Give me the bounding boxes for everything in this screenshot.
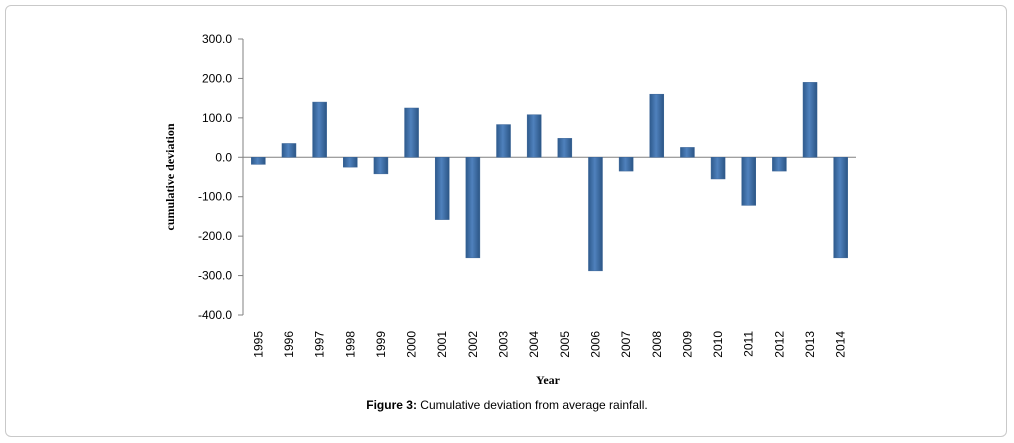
- x-tick-label: 2007: [619, 331, 633, 358]
- x-tick-label: 1999: [374, 331, 388, 358]
- figure-caption: Figure 3: Cumulative deviation from aver…: [0, 398, 1014, 412]
- bar: [434, 157, 450, 220]
- bar: [588, 157, 603, 272]
- bar: [772, 157, 787, 172]
- y-tick-label: -100.0: [198, 190, 232, 204]
- bar: [710, 157, 726, 180]
- y-tick-label: 0.0: [215, 150, 232, 164]
- bar: [802, 82, 818, 158]
- caption-label: Figure 3:: [366, 398, 417, 412]
- x-tick-labels: 1995 1996 1997 1998 1999 2000 2001 2002 2003 2004…: [251, 331, 847, 358]
- bar: [251, 157, 266, 165]
- x-axis-title: Year: [536, 373, 561, 387]
- x-tick-label: 1997: [313, 331, 327, 358]
- x-tick-label: 2013: [803, 331, 817, 358]
- y-tick-label: -300.0: [198, 269, 232, 283]
- y-tick-label: -400.0: [198, 308, 232, 322]
- bar: [741, 157, 756, 206]
- y-tick-label: 300.0: [202, 32, 232, 46]
- x-tick-label: 2005: [558, 331, 572, 358]
- bar: [404, 107, 419, 158]
- x-tick-label: 1998: [343, 331, 357, 358]
- bar: [312, 101, 327, 158]
- x-tick-label: 2001: [435, 331, 449, 358]
- x-tick-label: 2000: [405, 331, 419, 358]
- caption-text: Cumulative deviation from average rainfa…: [416, 398, 648, 412]
- y-tick-label: -200.0: [198, 229, 232, 243]
- bar: [496, 124, 511, 158]
- x-tick-label: 2006: [588, 331, 602, 358]
- x-tick-label: 2008: [650, 331, 664, 358]
- bar: [526, 114, 542, 158]
- y-axis-title: cumulative deviation: [163, 123, 177, 230]
- chart-bars: [251, 82, 848, 272]
- bar: [373, 157, 389, 175]
- bar: [557, 138, 573, 158]
- bar: [465, 157, 481, 259]
- x-tick-label: 2010: [711, 331, 725, 358]
- bar: [618, 157, 634, 172]
- y-tick-label: 200.0: [202, 71, 232, 85]
- chart-axes: [238, 38, 856, 316]
- y-tick-labels: 300.0 200.0 100.0 0.0 -100.0 -200.0 -300.0 -400…: [198, 32, 232, 322]
- bar: [343, 157, 358, 168]
- x-tick-label: 1995: [251, 331, 265, 358]
- x-tick-label: 2014: [834, 331, 848, 358]
- x-tick-label: 2009: [680, 331, 694, 358]
- x-tick-label: 2004: [527, 331, 541, 358]
- y-tick-label: 100.0: [202, 111, 232, 125]
- bar: [833, 157, 848, 259]
- x-tick-label: 2002: [466, 331, 480, 358]
- x-tick-label: 1996: [282, 331, 296, 358]
- bar: [649, 93, 665, 158]
- x-tick-label: 2003: [497, 331, 511, 358]
- bar: [680, 147, 695, 158]
- x-tick-label: 2011: [742, 331, 756, 357]
- x-tick-label: 2012: [772, 331, 786, 358]
- bar: [281, 143, 297, 158]
